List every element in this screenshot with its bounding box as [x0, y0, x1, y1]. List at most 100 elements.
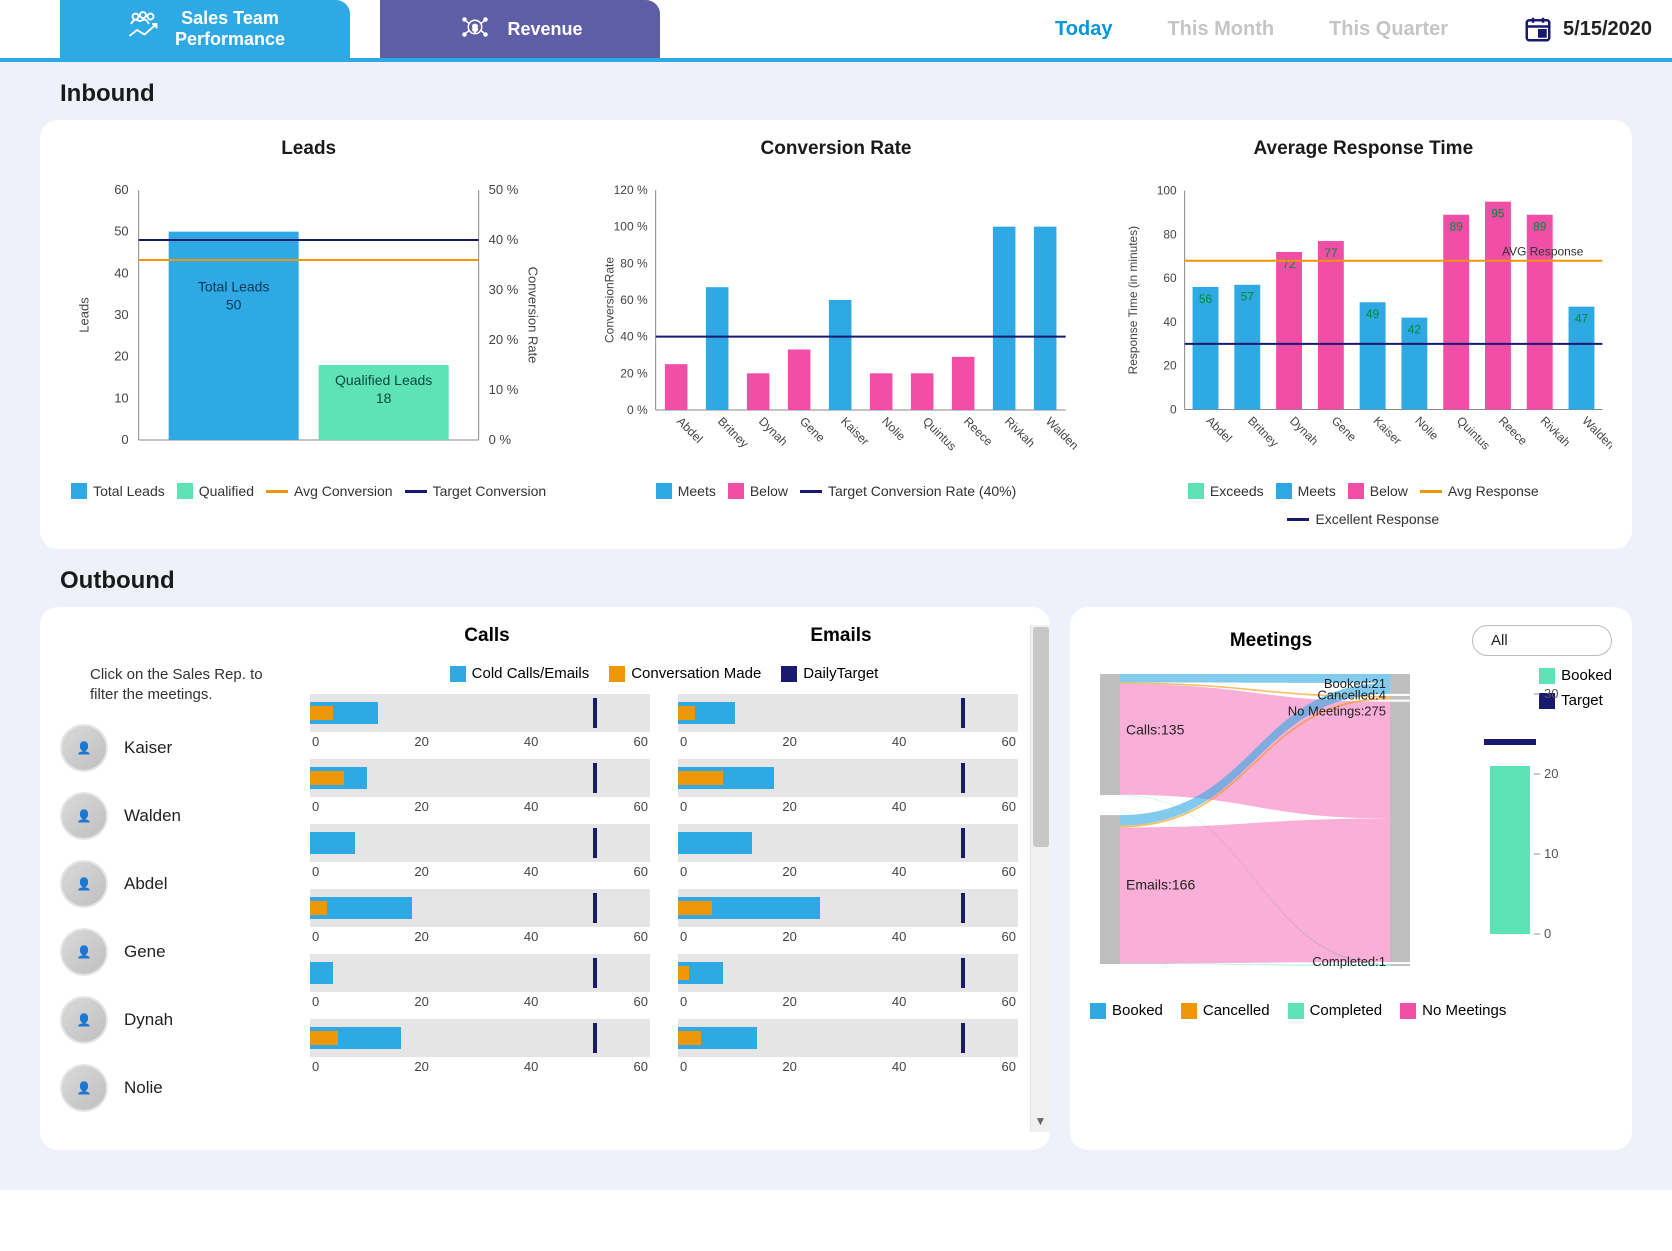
- legend-label: No Meetings: [1422, 1002, 1506, 1019]
- legend-label: Meets: [1298, 483, 1336, 499]
- emails-bar: 0204060: [678, 954, 1018, 1019]
- legend-label: Target Conversion: [433, 483, 547, 499]
- svg-text:Quintus: Quintus: [920, 414, 959, 453]
- svg-text:$: $: [473, 22, 478, 32]
- chart-leads: Leads 01020304050600 %10 %20 %30 %40 %50…: [60, 138, 557, 527]
- date-value: 5/15/2020: [1563, 18, 1652, 41]
- svg-text:Nolie: Nolie: [1412, 414, 1441, 443]
- rep-row[interactable]: 👤 Kaiser: [60, 724, 290, 772]
- svg-text:80: 80: [1163, 227, 1177, 241]
- date-picker[interactable]: 5/15/2020: [1523, 14, 1652, 44]
- svg-text:100 %: 100 %: [614, 220, 648, 234]
- outbound-bars-legend: Cold Calls/Emails Conversation Made Dail…: [310, 665, 1018, 682]
- svg-text:Total Leads: Total Leads: [198, 279, 270, 295]
- chart-response-svg: 02040608010056Abdel57Britney72Dynah77Gen…: [1115, 170, 1612, 470]
- avatar: 👤: [60, 860, 108, 908]
- rep-name: Gene: [124, 942, 166, 962]
- svg-text:Kaiser: Kaiser: [838, 414, 872, 448]
- avatar: 👤: [60, 928, 108, 976]
- rep-name: Abdel: [124, 874, 167, 894]
- svg-text:No Meetings:275: No Meetings:275: [1288, 704, 1386, 719]
- svg-text:77: 77: [1324, 246, 1338, 260]
- outbound-bars: Calls Emails Cold Calls/Emails Conversat…: [310, 625, 1030, 1132]
- page-body: Inbound Leads 01020304050600 %10 %20 %30…: [0, 62, 1672, 1190]
- calls-bar: 0204060: [310, 954, 650, 1019]
- meetings-title: Meetings: [1090, 630, 1452, 652]
- legend-label: Exceeds: [1210, 483, 1264, 499]
- svg-text:56: 56: [1199, 292, 1213, 306]
- svg-text:89: 89: [1449, 220, 1463, 234]
- emails-bar: 0204060: [678, 759, 1018, 824]
- svg-text:120 %: 120 %: [614, 183, 648, 197]
- svg-text:Reece: Reece: [1495, 414, 1530, 449]
- legend-label: Below: [750, 483, 788, 499]
- svg-text:Abdel: Abdel: [1203, 414, 1234, 445]
- chart-conversion-legend: Meets Below Target Conversion Rate (40%): [587, 483, 1084, 499]
- period-today[interactable]: Today: [1055, 18, 1112, 41]
- tab-sales-performance[interactable]: Sales Team Performance: [60, 0, 350, 58]
- calls-bar: 0204060: [310, 694, 650, 759]
- svg-text:Rivkah: Rivkah: [1537, 414, 1573, 450]
- inbound-heading: Inbound: [20, 62, 1652, 120]
- svg-text:Emails:166: Emails:166: [1126, 877, 1195, 893]
- meetings-filter[interactable]: All: [1472, 625, 1612, 656]
- svg-text:18: 18: [376, 390, 392, 406]
- scroll-down-icon[interactable]: ▼: [1035, 1114, 1047, 1132]
- avatar: 👤: [60, 1064, 108, 1112]
- svg-text:Abdel: Abdel: [674, 414, 706, 446]
- legend-label: Cancelled: [1203, 1002, 1270, 1019]
- team-trend-icon: [125, 9, 161, 50]
- rep-name: Kaiser: [124, 738, 172, 758]
- chart-conversion-title: Conversion Rate: [587, 138, 1084, 160]
- period-quarter[interactable]: This Quarter: [1329, 18, 1448, 41]
- svg-text:Qualified Leads: Qualified Leads: [335, 372, 432, 388]
- svg-text:100: 100: [1156, 184, 1176, 198]
- svg-text:Completed:1: Completed:1: [1312, 954, 1386, 969]
- svg-text:0 %: 0 %: [489, 432, 512, 447]
- svg-text:Reece: Reece: [961, 414, 996, 449]
- rep-row[interactable]: 👤 Nolie: [60, 1064, 290, 1112]
- legend-label: Meets: [678, 483, 716, 499]
- outbound-reps-panel: Click on the Sales Rep. to filter the me…: [40, 607, 1050, 1150]
- emails-title: Emails: [664, 625, 1018, 647]
- svg-text:20: 20: [1163, 359, 1177, 373]
- legend-label: Booked: [1112, 1002, 1163, 1019]
- legend-label: Total Leads: [93, 483, 165, 499]
- legend-label: DailyTarget: [803, 665, 878, 682]
- svg-text:Dynah: Dynah: [756, 414, 790, 448]
- rep-row[interactable]: 👤 Walden: [60, 792, 290, 840]
- emails-bar: 0204060: [678, 694, 1018, 759]
- svg-text:50: 50: [226, 297, 242, 313]
- revenue-icon: $: [457, 9, 493, 50]
- tab-revenue-label: Revenue: [507, 19, 582, 40]
- legend-label: Booked: [1561, 667, 1612, 684]
- svg-text:30 %: 30 %: [489, 282, 519, 297]
- svg-text:60 %: 60 %: [621, 293, 649, 307]
- svg-text:72: 72: [1282, 257, 1296, 271]
- svg-text:Britney: Britney: [1245, 414, 1281, 450]
- emails-bar: 0204060: [678, 889, 1018, 954]
- rep-row[interactable]: 👤 Abdel: [60, 860, 290, 908]
- legend-label: Completed: [1310, 1002, 1383, 1019]
- svg-text:Leads: Leads: [77, 297, 92, 333]
- svg-text:60: 60: [1163, 271, 1177, 285]
- svg-text:49: 49: [1366, 307, 1380, 321]
- svg-text:Quintus: Quintus: [1454, 414, 1493, 453]
- svg-text:Gene: Gene: [1328, 414, 1359, 445]
- scrollbar[interactable]: ▼: [1030, 625, 1050, 1132]
- rep-row[interactable]: 👤 Dynah: [60, 996, 290, 1044]
- period-month[interactable]: This Month: [1167, 18, 1274, 41]
- scrollbar-thumb[interactable]: [1033, 627, 1049, 847]
- rep-row[interactable]: 👤 Gene: [60, 928, 290, 976]
- calendar-icon: [1523, 14, 1553, 44]
- svg-text:10: 10: [1544, 846, 1558, 861]
- svg-text:Dynah: Dynah: [1287, 414, 1321, 448]
- svg-text:0 %: 0 %: [627, 403, 648, 417]
- svg-text:Kaiser: Kaiser: [1370, 414, 1404, 448]
- calls-title: Calls: [310, 625, 664, 647]
- svg-text:AVG Response: AVG Response: [1502, 245, 1584, 259]
- tab-revenue[interactable]: $ Revenue: [380, 0, 660, 58]
- chart-leads-legend: Total Leads Qualified Avg Conversion Tar…: [60, 483, 557, 499]
- svg-text:0: 0: [1170, 402, 1177, 416]
- svg-text:42: 42: [1407, 323, 1421, 337]
